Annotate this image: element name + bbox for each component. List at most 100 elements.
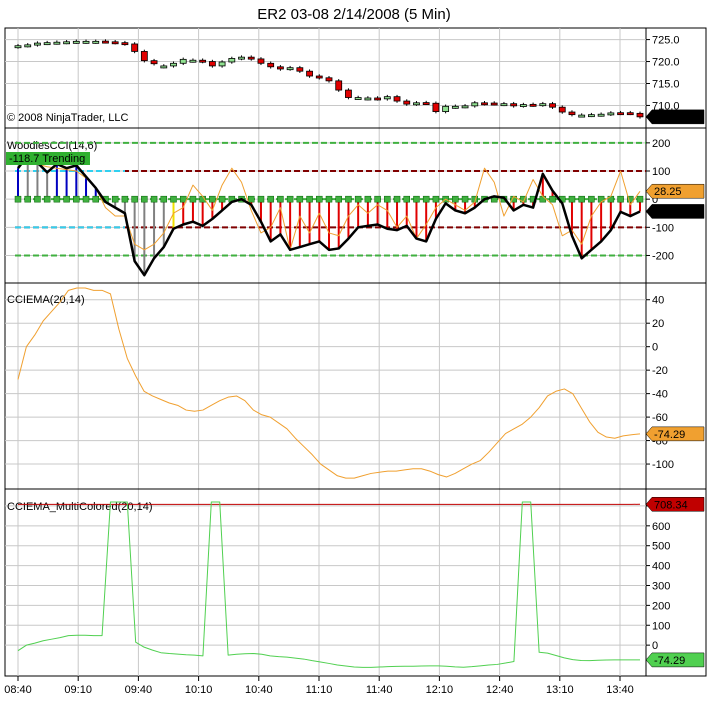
- x-tick-label: 13:10: [546, 684, 574, 696]
- zero-line-marker: [578, 195, 585, 203]
- zero-line-marker: [63, 195, 70, 203]
- price-value-tag-text: 707.4: [654, 112, 682, 124]
- candle-body: [617, 112, 624, 116]
- y-tick-label: 500: [652, 541, 670, 553]
- candle-body: [461, 105, 469, 109]
- candle-body: [208, 61, 216, 67]
- zero-line-marker: [92, 195, 99, 203]
- multi-green-value-tag-text: -74.29: [654, 655, 685, 667]
- x-tick-label: 11:10: [306, 684, 333, 696]
- candle-body: [34, 42, 41, 46]
- candle-body: [588, 114, 595, 118]
- candle-body: [306, 70, 313, 77]
- zero-line-marker: [306, 195, 313, 203]
- candle-body: [510, 103, 518, 107]
- candle-body: [345, 89, 352, 98]
- candle-body: [607, 112, 615, 116]
- candle-body: [43, 42, 51, 46]
- y-tick-label: 300: [652, 580, 670, 592]
- chart-frame: [4, 27, 707, 677]
- candle-body: [218, 61, 226, 67]
- zero-line-marker: [335, 195, 342, 203]
- candle-body: [82, 40, 90, 44]
- candle-body: [189, 59, 197, 63]
- cci-value-tag-text: -43.56: [654, 206, 685, 218]
- candle-body: [150, 60, 158, 65]
- candle-body: [92, 40, 100, 44]
- candle-body: [102, 40, 109, 44]
- price-value-tag-bg: [645, 109, 705, 125]
- label-layer: 08:40 09:10 09:40 10:10 10:40 11:10 11:40 12:10…: [4, 35, 705, 696]
- candle-body: [422, 102, 430, 105]
- zero-line-marker: [179, 195, 187, 203]
- candle-body: [63, 41, 70, 45]
- candle-body: [14, 45, 22, 49]
- candle-body: [519, 104, 527, 107]
- y-tick-label: 720.0: [652, 57, 680, 69]
- zero-line-marker: [209, 195, 216, 203]
- zero-line-marker: [374, 195, 381, 203]
- candle-body: [549, 103, 556, 108]
- x-tick-label: 09:10: [64, 684, 92, 696]
- y-tick-label: 715.0: [652, 78, 680, 90]
- y-tick-label: -60: [652, 412, 668, 424]
- ema-value-tag: -74.29: [645, 426, 705, 442]
- multi-red-value-tag-text: 708.34: [654, 499, 688, 511]
- candle-body: [626, 112, 634, 116]
- zero-line-marker: [617, 195, 624, 203]
- candle-body: [529, 103, 537, 107]
- zero-line-marker: [345, 195, 352, 203]
- copyright-text: © 2008 NinjaTrader, LLC: [7, 112, 128, 124]
- zero-line-marker: [549, 195, 556, 203]
- multi-green-value-tag: -74.29: [645, 652, 705, 668]
- cci-line: [17, 154, 641, 277]
- zero-line-marker: [248, 195, 255, 203]
- zero-line-marker: [82, 195, 90, 203]
- zero-line-marker: [316, 195, 323, 203]
- zero-line-marker: [43, 195, 51, 203]
- x-tick-label: 08:40: [4, 684, 32, 696]
- candle-body: [140, 51, 148, 62]
- candle-body: [471, 102, 479, 107]
- y-tick-label: 100: [652, 166, 670, 178]
- multi-green-value-tag-bg: [645, 652, 705, 668]
- candle-body: [247, 56, 255, 60]
- zero-line-marker: [189, 195, 197, 203]
- zero-line-marker: [325, 195, 333, 203]
- cciema-panel-label: CCIEMA(20,14): [7, 294, 85, 306]
- turbo-value-tag-bg: [645, 183, 705, 199]
- ema-value-tag-text: -74.29: [654, 429, 685, 441]
- zero-line-marker: [636, 195, 644, 203]
- y-tick-label: 0: [652, 640, 658, 652]
- turbo-cci-line: [17, 159, 641, 251]
- candle-body: [315, 75, 323, 79]
- zero-line-marker: [131, 195, 138, 203]
- zero-line-marker: [218, 195, 226, 203]
- candle-body: [170, 62, 177, 67]
- zero-line-marker: [286, 195, 294, 203]
- zero-line-marker: [452, 195, 459, 203]
- candle-body: [403, 100, 411, 105]
- candle-body: [364, 97, 372, 101]
- candle-body: [131, 43, 139, 52]
- zero-line-marker: [364, 195, 372, 203]
- multi-red-value-tag: 708.34: [645, 497, 705, 512]
- candle-body: [296, 67, 304, 72]
- x-tick-label: 12:10: [426, 684, 454, 696]
- candle-body: [490, 102, 498, 106]
- zero-line-marker: [422, 195, 430, 203]
- candle-body: [442, 105, 450, 112]
- candle-body: [179, 58, 187, 64]
- y-tick-label: 200: [652, 600, 670, 612]
- candle-body: [539, 103, 547, 107]
- candle-body: [257, 58, 265, 64]
- turbo-value-tag: 28.25: [645, 183, 705, 199]
- zero-line-marker: [14, 195, 22, 203]
- zero-line-marker: [403, 195, 410, 203]
- zero-line-marker: [296, 195, 304, 203]
- zero-line-marker: [257, 195, 265, 203]
- candle-body: [451, 105, 459, 109]
- candle-body: [277, 66, 284, 70]
- x-tick-label: 10:40: [245, 684, 273, 696]
- y-tick-label: -100: [652, 459, 674, 471]
